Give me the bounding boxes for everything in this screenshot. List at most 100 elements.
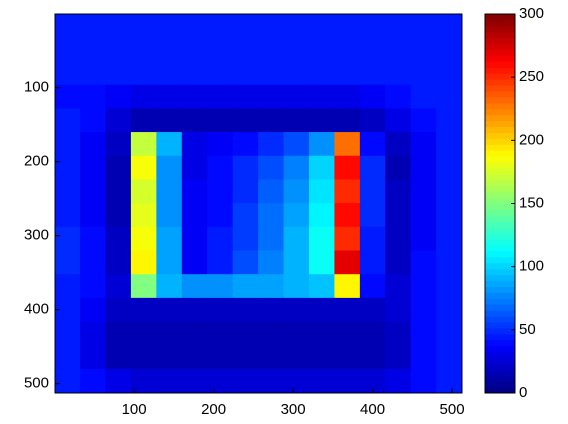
colorbar-swatch — [485, 180, 515, 186]
heatmap-cell — [284, 85, 310, 109]
heatmap-cell — [182, 345, 208, 369]
colorbar-swatch — [485, 150, 515, 156]
heatmap-cell — [360, 61, 386, 85]
heatmap-cell — [309, 37, 335, 61]
heatmap-cell — [233, 369, 259, 393]
heatmap-cell — [284, 227, 310, 251]
heatmap-cell — [360, 108, 386, 132]
heatmap-cell — [182, 369, 208, 393]
colorbar-tick-label: 250 — [519, 68, 544, 85]
heatmap-cell — [284, 179, 310, 203]
colorbar-tick-label: 50 — [519, 321, 536, 338]
heatmap-cell — [182, 132, 208, 156]
heatmap-cell — [334, 203, 360, 227]
heatmap-cell — [385, 179, 411, 203]
heatmap-cell — [360, 345, 386, 369]
heatmap-cell — [156, 322, 182, 346]
heatmap-cell — [55, 369, 81, 393]
heatmap-cell — [334, 298, 360, 322]
heatmap-cell — [55, 322, 81, 346]
heatmap-cell — [131, 179, 157, 203]
colorbar-swatch — [485, 233, 515, 239]
heatmap-cell — [258, 61, 284, 85]
heatmap-cell — [156, 85, 182, 109]
heatmap-cell — [385, 61, 411, 85]
heatmap-cell — [385, 14, 411, 38]
heatmap-cell — [309, 369, 335, 393]
colorbar-swatch — [485, 79, 515, 85]
heatmap-cell — [156, 132, 182, 156]
heatmap-cell — [258, 14, 284, 38]
colorbar-swatch — [485, 304, 515, 310]
heatmap-cell — [131, 132, 157, 156]
colorbar-swatch — [485, 186, 515, 192]
heatmap-cell — [360, 14, 386, 38]
heatmap-cell — [156, 345, 182, 369]
heatmap-cell — [411, 298, 437, 322]
x-tick-label: 300 — [281, 401, 306, 418]
heatmap-cell — [436, 156, 462, 180]
heatmap-cell — [131, 14, 157, 38]
chart: 1002003004005001002003004005000501001502… — [0, 0, 568, 424]
colorbar-swatch — [485, 85, 515, 91]
heatmap-cell — [360, 37, 386, 61]
heatmap-cell — [284, 298, 310, 322]
heatmap-cell — [334, 369, 360, 393]
heatmap-cell — [105, 251, 131, 275]
heatmap-cell — [80, 227, 106, 251]
heatmap-cell — [55, 345, 81, 369]
colorbar-swatch — [485, 168, 515, 174]
heatmap-cell — [156, 156, 182, 180]
heatmap-cell — [309, 179, 335, 203]
heatmap-cell — [55, 132, 81, 156]
heatmap-cell — [156, 298, 182, 322]
colorbar-swatch — [485, 322, 515, 328]
heatmap-cell — [207, 322, 233, 346]
x-tick-label: 200 — [201, 401, 226, 418]
colorbar-swatch — [485, 346, 515, 352]
heatmap-cell — [131, 369, 157, 393]
heatmap-cell — [233, 322, 259, 346]
heatmap-cell — [385, 227, 411, 251]
y-tick-label: 100 — [24, 79, 49, 96]
heatmap-cell — [385, 369, 411, 393]
heatmap-cell — [80, 108, 106, 132]
heatmap-cell — [360, 85, 386, 109]
heatmap-cell — [233, 37, 259, 61]
heatmap-cell — [55, 37, 81, 61]
y-tick-label: 500 — [24, 375, 49, 392]
colorbar-swatch — [485, 340, 515, 346]
heatmap-cell — [182, 156, 208, 180]
heatmap-cell — [309, 298, 335, 322]
heatmap-cell — [55, 274, 81, 298]
heatmap-cell — [436, 203, 462, 227]
heatmap-cell — [334, 61, 360, 85]
heatmap-cell — [284, 369, 310, 393]
heatmap-cell — [360, 132, 386, 156]
colorbar-swatch — [485, 121, 515, 127]
colorbar-swatch — [485, 251, 515, 257]
heatmap-cell — [156, 108, 182, 132]
heatmap-cell — [55, 227, 81, 251]
colorbar-swatch — [485, 26, 515, 32]
heatmap-cell — [436, 14, 462, 38]
colorbar-swatch — [485, 334, 515, 340]
heatmap-cell — [284, 345, 310, 369]
heatmap-cell — [80, 156, 106, 180]
heatmap-cell — [334, 14, 360, 38]
heatmap-cell — [182, 61, 208, 85]
colorbar-swatch — [485, 298, 515, 304]
heatmap-cell — [411, 108, 437, 132]
heatmap-cell — [284, 132, 310, 156]
heatmap-cell — [385, 274, 411, 298]
x-tick-label: 400 — [360, 401, 385, 418]
heatmap-cell — [55, 156, 81, 180]
heatmap-cell — [436, 85, 462, 109]
colorbar-swatch — [485, 198, 515, 204]
heatmap-cell — [131, 322, 157, 346]
heatmap-cell — [258, 203, 284, 227]
heatmap-cell — [309, 14, 335, 38]
heatmap-cell — [207, 298, 233, 322]
colorbar-swatch — [485, 97, 515, 103]
colorbar-tick-label: 300 — [519, 5, 544, 22]
